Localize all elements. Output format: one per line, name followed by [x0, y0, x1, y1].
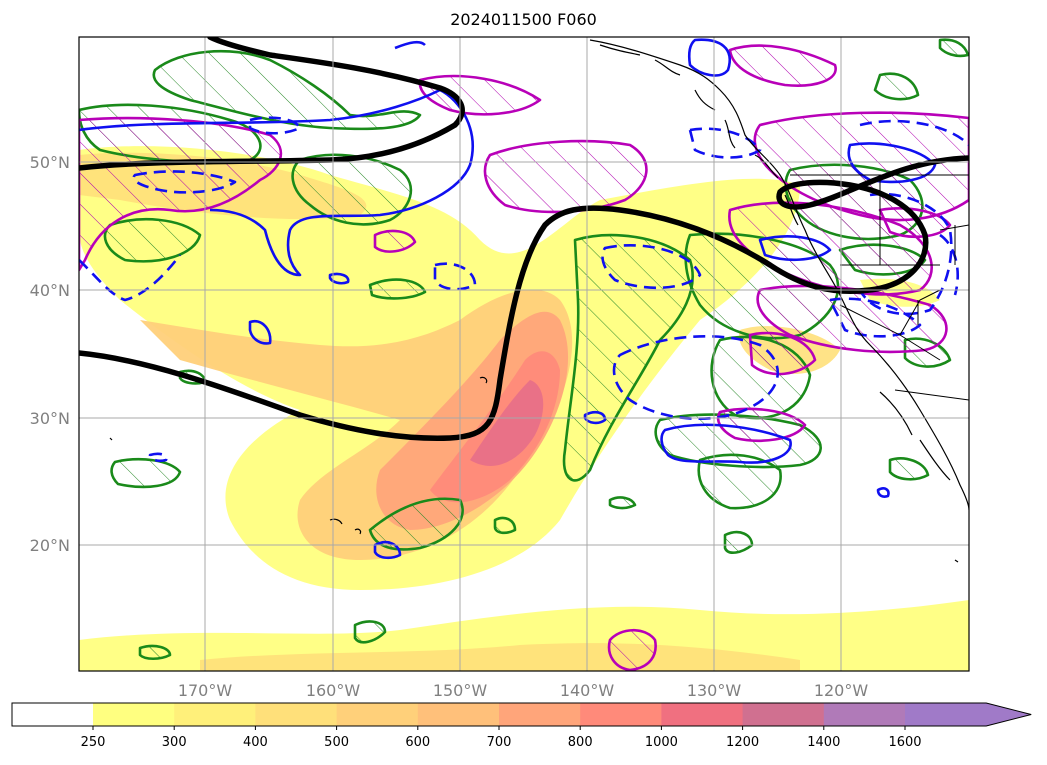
lon-label-150w: 150°W: [433, 681, 488, 700]
colorbar-outline: [11, 702, 1032, 727]
colorbar-tick-label: 1600: [888, 735, 921, 750]
colorbar-swatch: [661, 703, 744, 726]
lat-label-20: 20°N: [30, 536, 70, 555]
longitude-labels: 170°W 160°W 150°W 140°W 130°W 120°W: [178, 681, 869, 700]
black-contours: [79, 37, 969, 442]
lon-label-120w: 120°W: [814, 681, 869, 700]
colorbar-swatches: [11, 702, 1032, 727]
blue-dashed-contours: [79, 116, 969, 463]
gridlines: [79, 37, 969, 671]
lat-label-50: 50°N: [30, 153, 70, 172]
colorbar-swatch: [580, 703, 662, 726]
colorbar-swatch: [174, 703, 256, 726]
colorbar-tick-label: 500: [324, 735, 349, 750]
colorbar-swatch: [417, 703, 500, 726]
map-title: 2024011500 F060: [450, 10, 597, 29]
colorbar-swatch: [499, 703, 581, 726]
latitude-labels: 50°N 40°N 30°N 20°N: [30, 153, 70, 555]
map-plot-area: [79, 37, 969, 671]
colorbar-swatch: [255, 703, 338, 726]
colorbar-swatch: [742, 703, 825, 726]
colorbar-tick-label: 700: [487, 735, 512, 750]
colorbar-labels: 250 300 400 500 600 700 800 1000 1200 1400 1600: [81, 726, 922, 750]
colorbar-tick-label: 400: [243, 735, 268, 750]
lon-label-140w: 140°W: [560, 681, 615, 700]
colorbar-tick-label: 800: [568, 735, 593, 750]
colorbar-tick-label: 1200: [726, 735, 759, 750]
lon-label-170w: 170°W: [178, 681, 233, 700]
colorbar-swatch-under: [12, 703, 93, 726]
colorbar-tick-label: 600: [405, 735, 430, 750]
lon-label-130w: 130°W: [687, 681, 742, 700]
colorbar-tick-label: 250: [81, 735, 106, 750]
coastlines: [109, 39, 969, 563]
colorbar-tick-label: 1400: [807, 735, 840, 750]
colorbar-extend-arrow: [986, 703, 1032, 726]
colorbar-swatch: [93, 703, 175, 726]
colorbar-tick-label: 1000: [645, 735, 678, 750]
colorbar-swatch: [823, 703, 906, 726]
colorbar-swatch: [336, 703, 419, 726]
colorbar-swatch: [905, 703, 987, 726]
lon-label-160w: 160°W: [306, 681, 361, 700]
colorbar-tick-label: 300: [162, 735, 187, 750]
borders: [790, 174, 969, 401]
colorbar: 250 300 400 500 600 700 800 1000 1200 1400 1600: [11, 702, 1032, 750]
map-frame: [78, 36, 970, 672]
lat-label-30: 30°N: [30, 409, 70, 428]
lat-label-40: 40°N: [30, 281, 70, 300]
